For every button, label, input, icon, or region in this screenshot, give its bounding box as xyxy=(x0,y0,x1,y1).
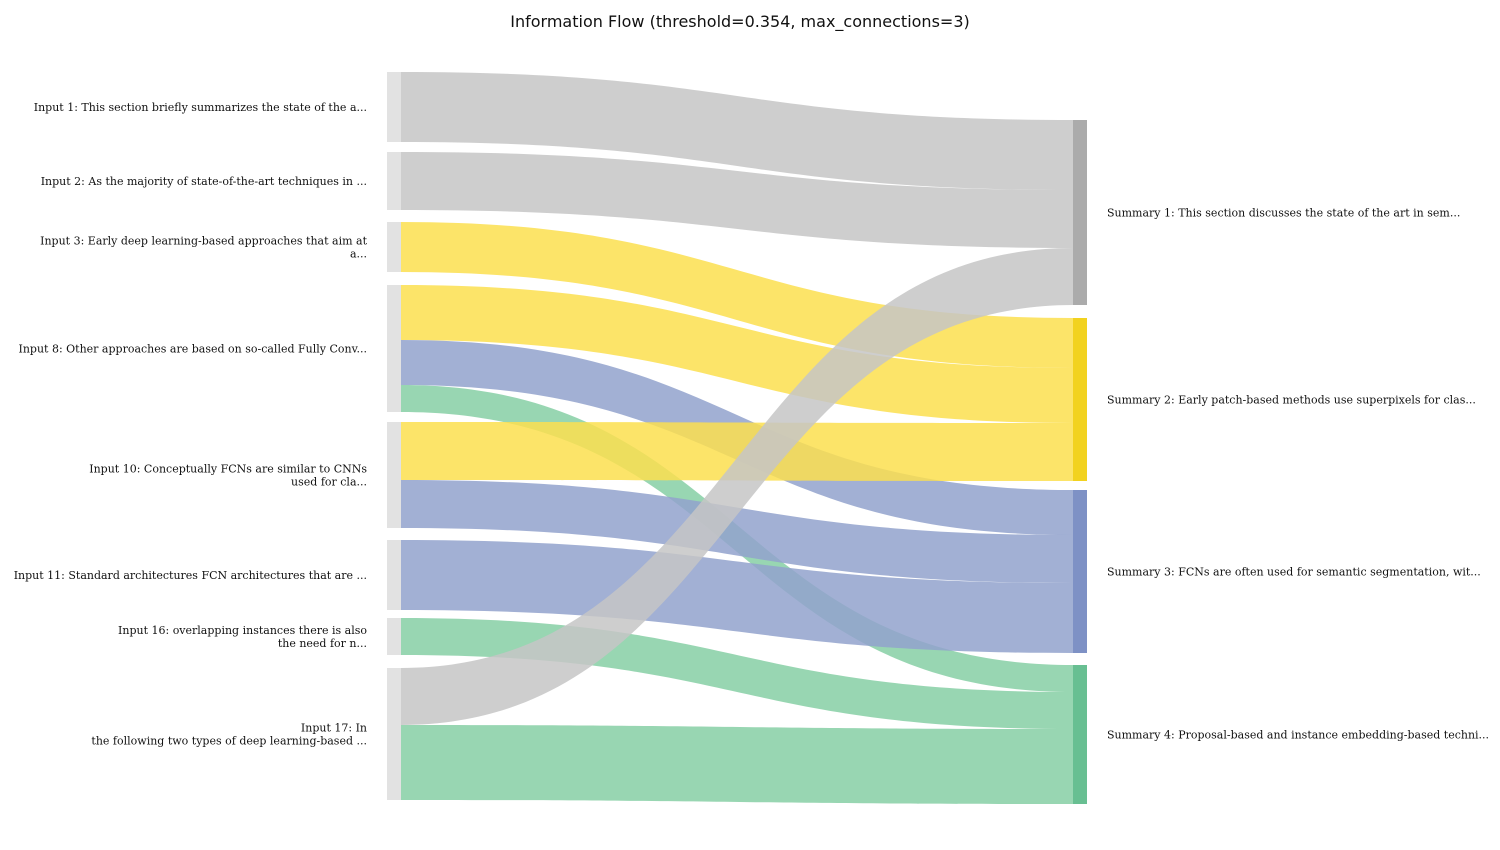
node-input1 xyxy=(387,72,401,142)
label-summary4: Summary 4: Proposal-based and instance e… xyxy=(1107,729,1489,742)
label-input16: Input 16: overlapping instances there is… xyxy=(118,624,367,650)
node-input10 xyxy=(387,422,401,528)
node-input16 xyxy=(387,618,401,655)
flow-input1-summary1 xyxy=(401,72,1073,190)
label-input2: Input 2: As the majority of state-of-the… xyxy=(41,175,367,188)
node-input3 xyxy=(387,222,401,272)
node-input17 xyxy=(387,668,401,800)
node-summary1 xyxy=(1073,120,1087,305)
label-summary2: Summary 2: Early patch-based methods use… xyxy=(1107,394,1476,407)
flow-input2-summary1 xyxy=(401,152,1073,248)
node-summary2 xyxy=(1073,318,1087,481)
label-input10: Input 10: Conceptually FCNs are similar … xyxy=(89,463,367,489)
label-input11: Input 11: Standard architectures FCN arc… xyxy=(14,569,367,582)
label-summary3: Summary 3: FCNs are often used for seman… xyxy=(1107,566,1481,579)
label-input1: Input 1: This section briefly summarizes… xyxy=(34,101,367,114)
label-input17: Input 17: In the following two types of d… xyxy=(91,722,367,748)
node-input8 xyxy=(387,285,401,412)
label-summary1: Summary 1: This section discusses the st… xyxy=(1107,207,1460,220)
flow-input10-summary3 xyxy=(401,480,1073,583)
flow-input17-summary4 xyxy=(401,725,1073,804)
node-input2 xyxy=(387,152,401,210)
node-summary3 xyxy=(1073,490,1087,653)
flow-input8-summary2 xyxy=(401,285,1073,423)
flow-input17-summary1 xyxy=(401,248,1073,725)
node-summary4 xyxy=(1073,665,1087,804)
node-input11 xyxy=(387,540,401,610)
flow-input11-summary3 xyxy=(401,540,1073,653)
flow-input10-summary2 xyxy=(401,422,1073,481)
label-input8: Input 8: Other approaches are based on s… xyxy=(18,343,367,356)
chart-title: Information Flow (threshold=0.354, max_c… xyxy=(510,12,970,31)
label-input3: Input 3: Early deep learning-based appro… xyxy=(40,235,367,261)
